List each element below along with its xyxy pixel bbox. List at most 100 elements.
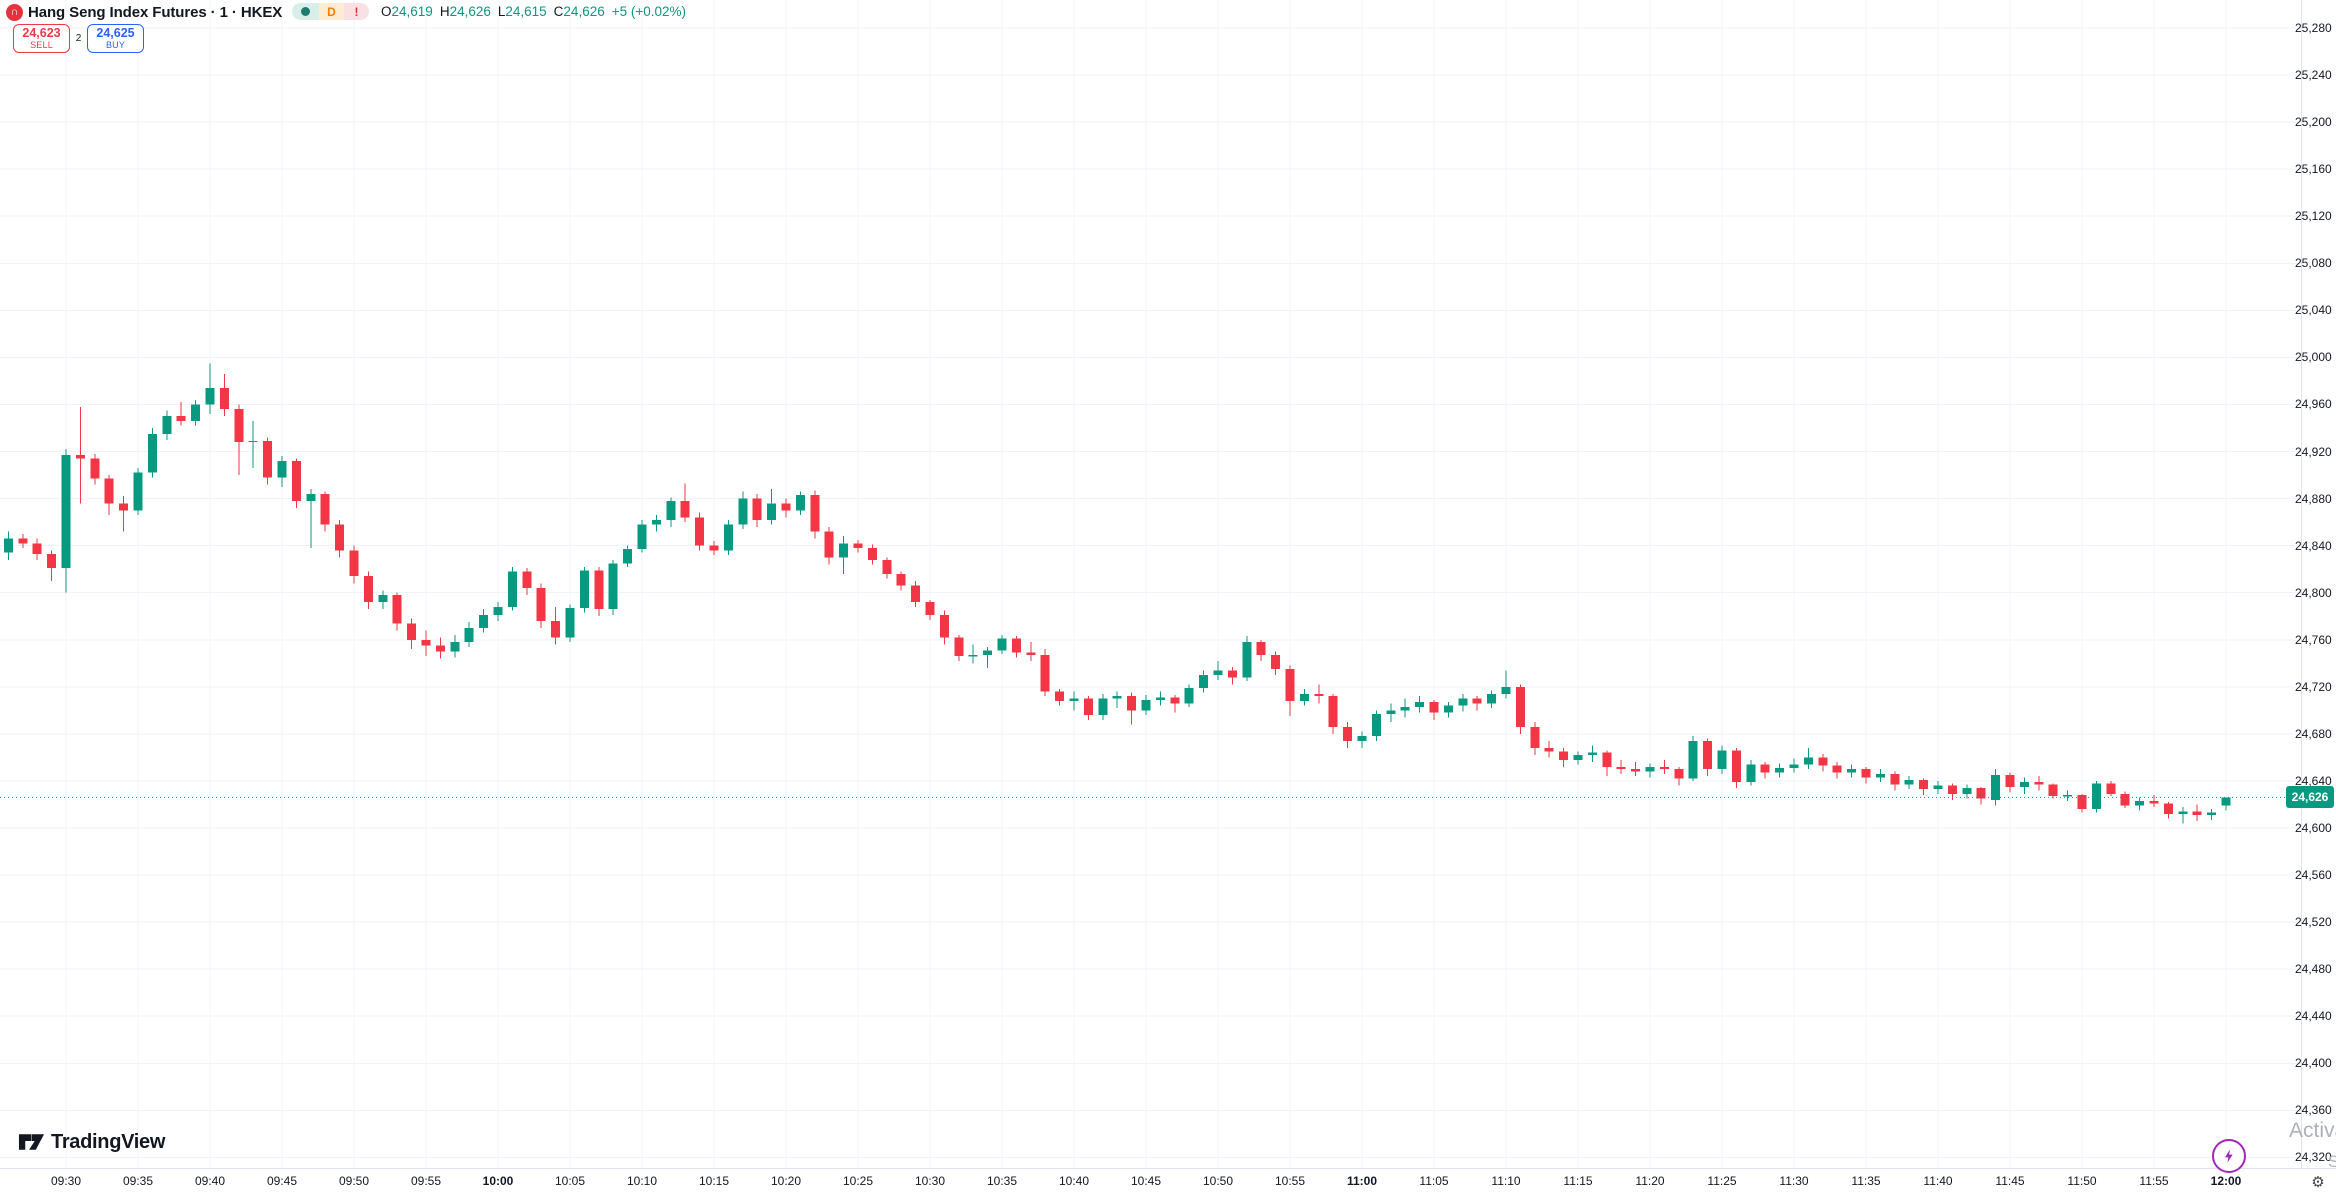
price-axis-label: 25,000 — [2295, 350, 2332, 365]
candle — [320, 491, 330, 532]
candle — [191, 399, 201, 426]
candle — [623, 545, 633, 567]
candle — [1803, 748, 1813, 770]
candle — [2163, 802, 2173, 819]
spread-value: 2 — [75, 33, 82, 44]
symbol-header: ∩ Hang Seng Index Futures · 1 · HKEX — [6, 2, 282, 22]
price-axis-label: 24,880 — [2295, 491, 2332, 506]
candle — [1789, 758, 1799, 773]
candle — [1515, 684, 1525, 734]
candle — [378, 590, 388, 610]
instant-order-lightning-button[interactable] — [2212, 1139, 2246, 1173]
activate-watermark-line1: Activa — [2289, 1119, 2336, 1142]
candle — [810, 490, 820, 539]
time-axis-label: 09:30 — [50, 1174, 82, 1188]
candle — [277, 456, 287, 487]
price-axis-label: 24,960 — [2295, 397, 2332, 412]
candle — [147, 428, 157, 478]
tradingview-logo[interactable]: TradingView — [18, 1130, 165, 1154]
time-axis-label: 11:55 — [2139, 1174, 2169, 1188]
candle — [306, 489, 316, 549]
candle — [1213, 660, 1223, 680]
candle — [2063, 790, 2073, 801]
candle — [2192, 804, 2202, 821]
candle — [709, 540, 719, 556]
candle — [1170, 695, 1180, 713]
candle — [1587, 745, 1597, 763]
symbol-title[interactable]: Hang Seng Index Futures · 1 · HKEX — [28, 3, 283, 21]
tradingview-logo-text: TradingView — [51, 1130, 166, 1153]
price-axis[interactable]: 25,280 25,240 25,200 25,160 25,120 25,080 25,0… — [2295, 0, 2336, 1168]
candle — [162, 410, 172, 440]
candle — [3, 531, 13, 560]
candle — [2034, 776, 2044, 791]
price-axis-label: 25,080 — [2295, 256, 2332, 271]
candle — [435, 637, 445, 659]
candle — [939, 610, 949, 645]
candle — [1775, 763, 1785, 778]
candlestick-chart[interactable] — [0, 0, 2301, 1168]
candle — [1271, 651, 1281, 676]
interval-badge[interactable]: D — [319, 3, 344, 20]
buy-button[interactable]: 24,625 BUY — [87, 24, 144, 53]
candle — [579, 566, 589, 613]
candle — [637, 519, 647, 553]
candle — [1659, 759, 1669, 774]
candle — [1256, 639, 1266, 661]
candle — [522, 568, 532, 596]
candle — [1703, 738, 1713, 777]
price-axis-label: 25,200 — [2295, 115, 2332, 130]
candle — [392, 592, 402, 631]
time-axis-label: 10:25 — [842, 1174, 874, 1188]
candle — [1328, 693, 1338, 734]
candle — [795, 491, 805, 516]
price-axis-label: 25,040 — [2295, 303, 2332, 318]
candle — [133, 468, 143, 516]
candle — [363, 571, 373, 610]
candle — [18, 533, 28, 549]
axis-settings-button[interactable]: ⚙ — [2302, 1170, 2334, 1194]
time-axis[interactable]: 09:30 09:35 09:40 09:45 09:50 09:55 10:00 10:05… — [0, 1168, 2336, 1196]
candle — [1285, 665, 1295, 717]
candle — [1530, 722, 1540, 756]
time-axis-label: 10:50 — [1202, 1174, 1234, 1188]
candle — [1443, 702, 1453, 718]
time-axis-label: 11:20 — [1635, 1174, 1665, 1188]
price-axis-label: 25,280 — [2295, 21, 2332, 35]
price-axis-label: 24,520 — [2295, 915, 2332, 930]
time-axis-label: 11:00 — [1346, 1174, 1378, 1188]
high-value: 24,626 — [449, 4, 491, 19]
candle — [176, 402, 186, 426]
candle — [1127, 692, 1137, 725]
price-axis-label: 24,760 — [2295, 632, 2332, 647]
candle — [291, 458, 301, 509]
price-axis-label: 24,840 — [2295, 538, 2332, 553]
candle — [565, 604, 575, 643]
alert-badge[interactable]: ! — [344, 3, 369, 20]
price-axis-label: 25,160 — [2295, 162, 2332, 177]
last-price-label: 24,626 — [2286, 786, 2334, 809]
candle — [2178, 806, 2188, 824]
time-axis-label: 10:20 — [770, 1174, 802, 1188]
low-value: 24,615 — [505, 4, 547, 19]
candle — [90, 453, 100, 485]
candle — [551, 606, 561, 645]
candle — [1602, 750, 1612, 777]
candle — [2221, 797, 2231, 811]
candle — [507, 566, 517, 611]
candle — [205, 363, 215, 414]
candle — [119, 496, 129, 532]
candle — [1069, 691, 1079, 711]
candle — [752, 493, 762, 527]
candle — [1184, 684, 1194, 707]
candle — [723, 519, 733, 556]
market-status-badge[interactable] — [292, 3, 319, 20]
sell-button[interactable]: 24,623 SELL — [13, 24, 70, 53]
lightning-icon — [2225, 1149, 2233, 1163]
candle — [983, 646, 993, 669]
candle — [1976, 786, 1986, 805]
candle — [1746, 759, 1756, 786]
sell-price: 24,623 — [22, 25, 61, 40]
candle — [493, 602, 503, 621]
candle — [479, 609, 489, 633]
